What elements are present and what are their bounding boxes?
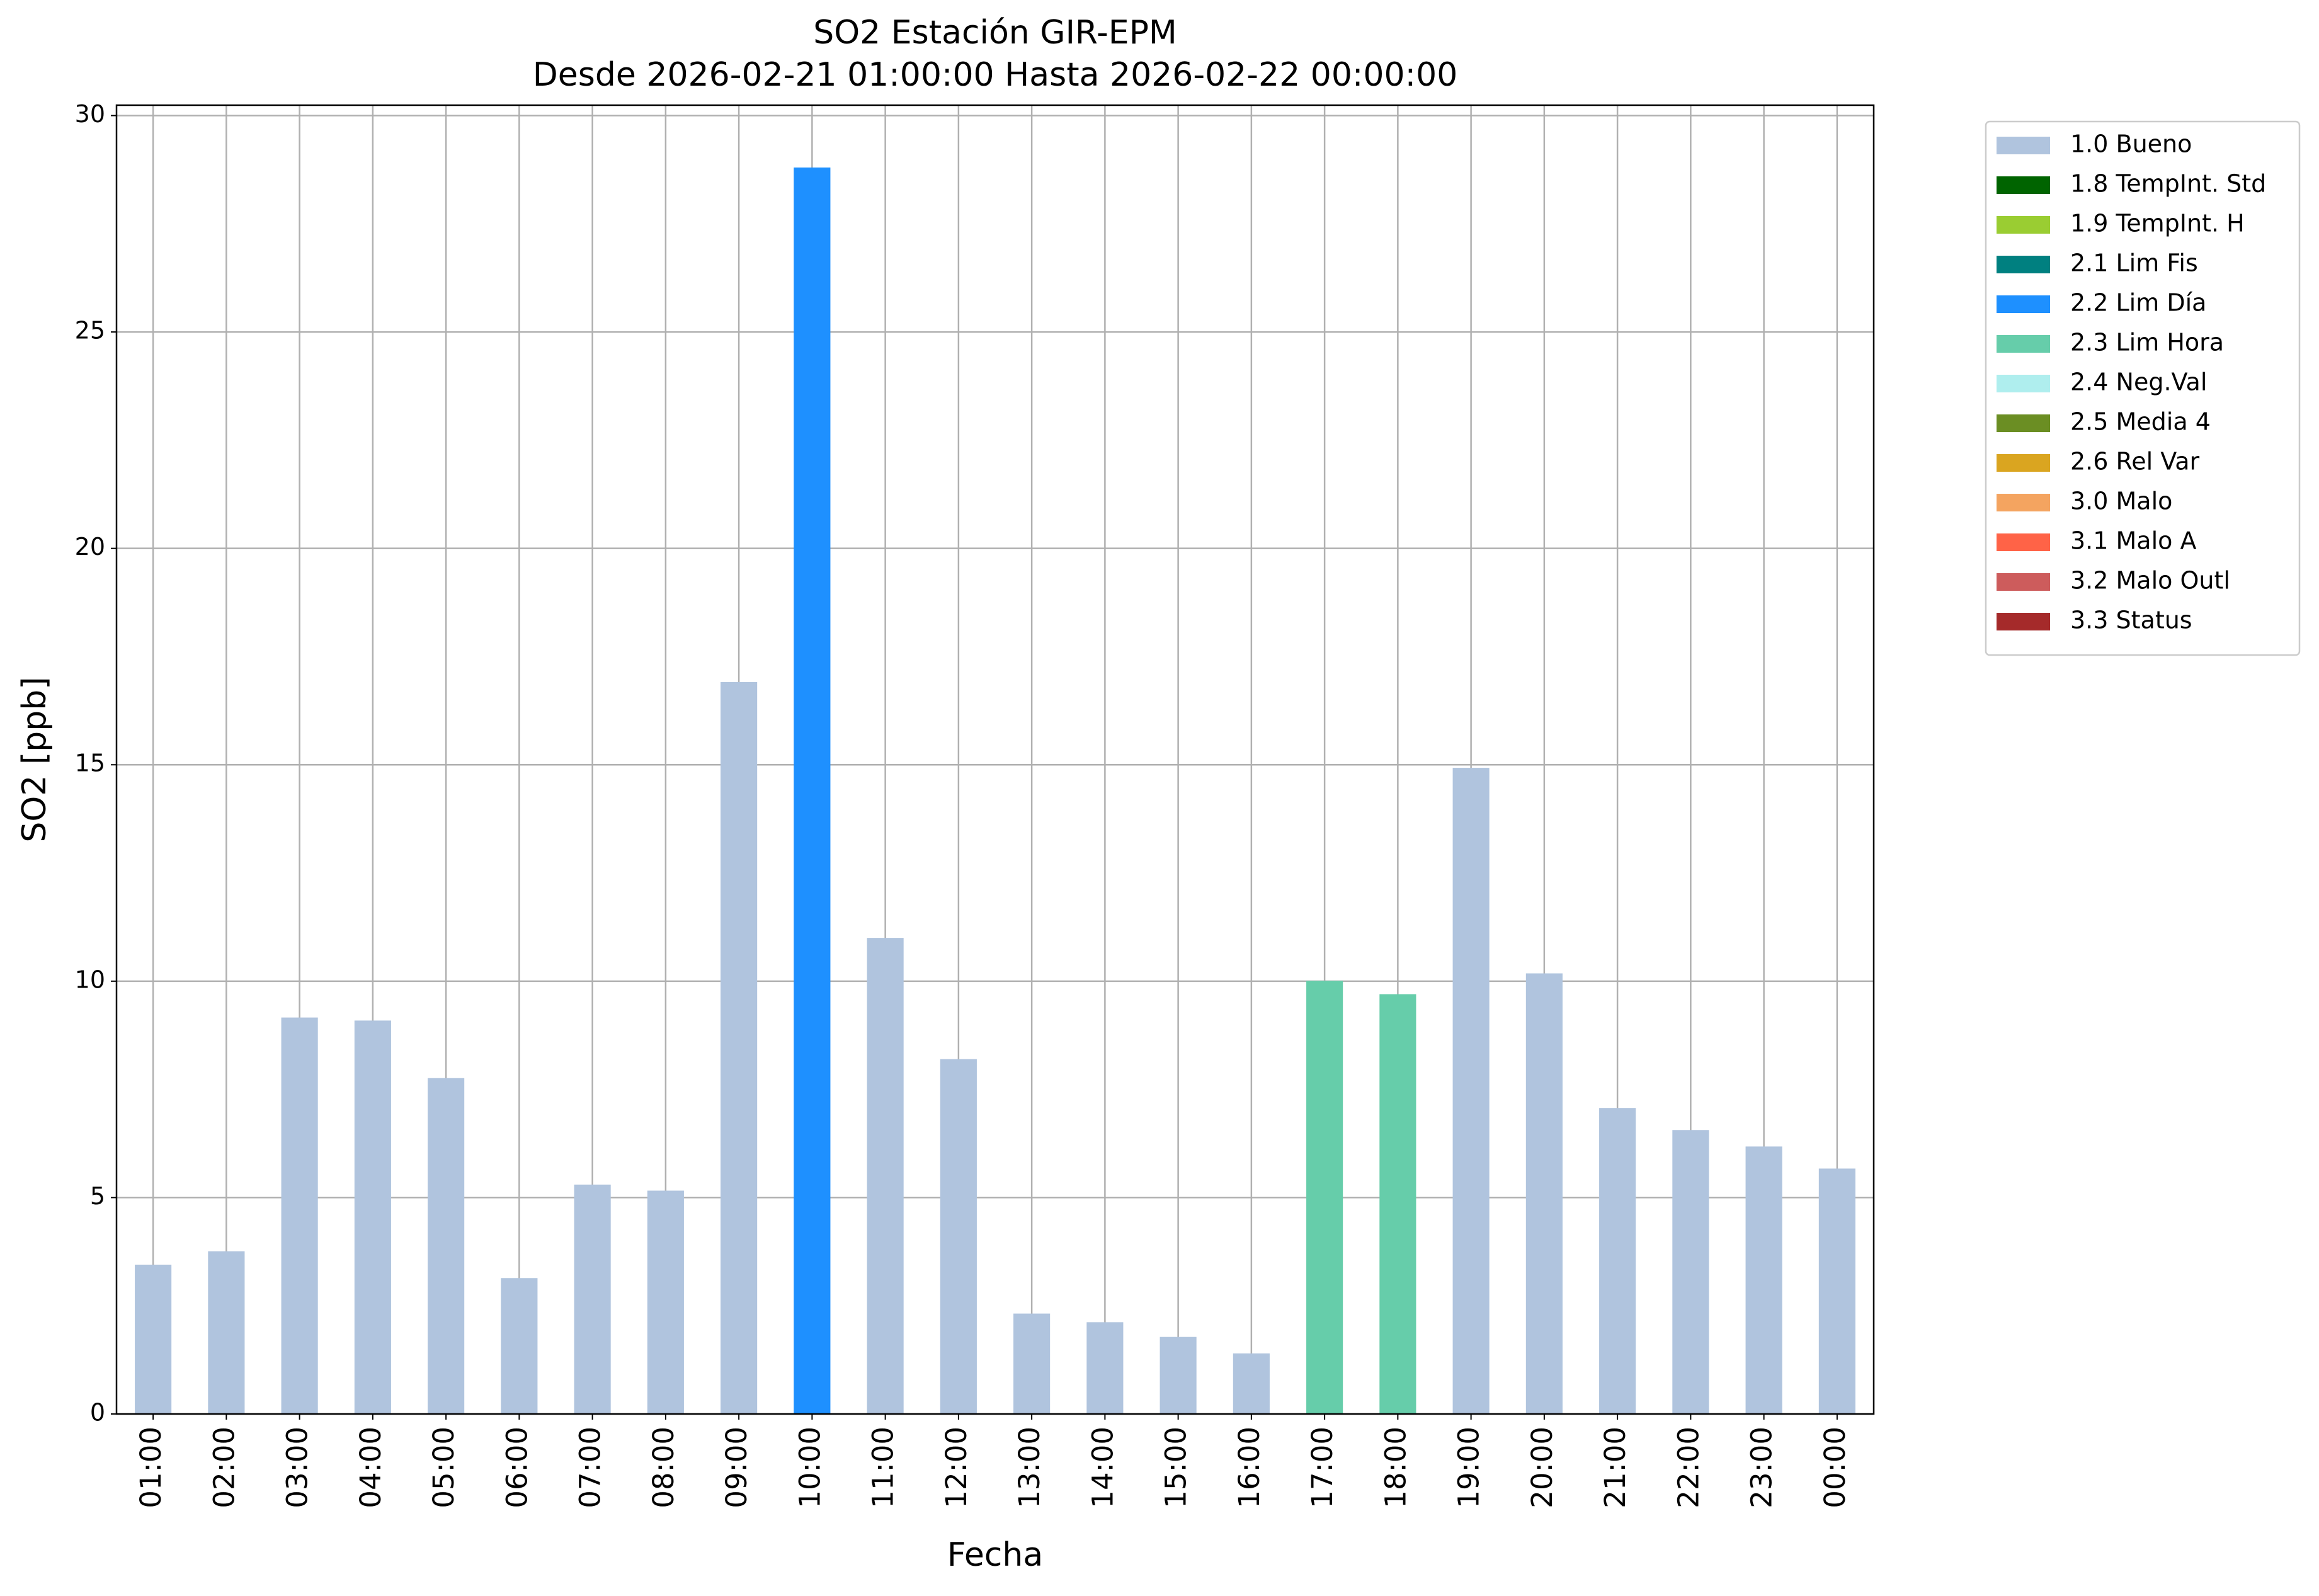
x-tick-label: 15:00 bbox=[1160, 1427, 1193, 1508]
legend-label: 2.5 Media 4 bbox=[2070, 408, 2211, 436]
x-tick-label: 16:00 bbox=[1233, 1427, 1266, 1508]
bar bbox=[867, 938, 904, 1414]
bar bbox=[1160, 1337, 1197, 1414]
legend-swatch bbox=[1997, 613, 2050, 630]
x-tick-label: 23:00 bbox=[1745, 1427, 1779, 1508]
legend-label: 2.3 Lim Hora bbox=[2070, 329, 2224, 356]
chart-title: SO2 Estación GIR-EPM bbox=[813, 14, 1177, 52]
x-tick-label: 00:00 bbox=[1818, 1427, 1852, 1508]
bar bbox=[940, 1059, 977, 1414]
bar bbox=[501, 1278, 538, 1414]
legend-label: 3.2 Malo Outl bbox=[2070, 567, 2230, 595]
y-tick-label: 0 bbox=[90, 1399, 105, 1427]
y-tick-label: 10 bbox=[75, 966, 105, 993]
x-tick-label: 03:00 bbox=[281, 1427, 314, 1508]
x-tick-label: 02:00 bbox=[207, 1427, 241, 1508]
bar bbox=[1452, 768, 1490, 1414]
y-tick-label: 20 bbox=[75, 533, 105, 561]
bar bbox=[794, 167, 831, 1414]
legend-swatch bbox=[1997, 414, 2050, 432]
x-tick-label: 19:00 bbox=[1452, 1427, 1486, 1508]
y-tick-label: 5 bbox=[90, 1182, 105, 1210]
legend-swatch bbox=[1997, 494, 2050, 511]
y-tick-label: 15 bbox=[75, 750, 105, 777]
legend-swatch bbox=[1997, 335, 2050, 353]
legend-label: 1.0 Bueno bbox=[2070, 130, 2192, 158]
x-tick-label: 18:00 bbox=[1379, 1427, 1412, 1508]
x-tick-label: 14:00 bbox=[1086, 1427, 1119, 1508]
legend-label: 2.6 Rel Var bbox=[2070, 448, 2200, 476]
legend-label: 1.9 TempInt. H bbox=[2070, 210, 2245, 237]
x-tick-label: 06:00 bbox=[500, 1427, 533, 1508]
legend-swatch bbox=[1997, 533, 2050, 551]
legend-swatch bbox=[1997, 454, 2050, 472]
x-tick-label: 11:00 bbox=[867, 1427, 900, 1508]
bar bbox=[1525, 973, 1563, 1414]
legend-swatch bbox=[1997, 295, 2050, 313]
x-tick-label: 21:00 bbox=[1598, 1427, 1632, 1508]
bar bbox=[721, 681, 758, 1414]
x-tick-label: 10:00 bbox=[793, 1427, 826, 1508]
bar bbox=[1818, 1168, 1855, 1414]
bar bbox=[1306, 981, 1343, 1414]
bar bbox=[1672, 1130, 1709, 1414]
x-tick-label: 08:00 bbox=[647, 1427, 680, 1508]
bar bbox=[281, 1017, 318, 1414]
bar bbox=[574, 1184, 611, 1414]
bar bbox=[1086, 1322, 1124, 1414]
legend-box bbox=[1985, 120, 2301, 656]
x-tick-label: 01:00 bbox=[134, 1427, 168, 1508]
legend-label: 3.3 Status bbox=[2070, 607, 2192, 634]
y-tick-label: 30 bbox=[75, 100, 105, 128]
bar bbox=[1379, 994, 1416, 1414]
x-tick-label: 05:00 bbox=[427, 1427, 460, 1508]
x-tick-label: 12:00 bbox=[940, 1427, 973, 1508]
legend-swatch bbox=[1997, 216, 2050, 234]
legend-swatch bbox=[1997, 137, 2050, 154]
y-axis-label: SO2 [ppb] bbox=[16, 676, 54, 842]
legend-label: 2.2 Lim Día bbox=[2070, 289, 2206, 317]
x-tick-label: 17:00 bbox=[1306, 1427, 1339, 1508]
bar bbox=[1745, 1146, 1782, 1414]
bar bbox=[208, 1251, 245, 1414]
bar bbox=[1233, 1353, 1270, 1414]
legend-label: 2.1 Lim Fis bbox=[2070, 249, 2198, 277]
bar bbox=[1013, 1313, 1051, 1414]
legend-label: 3.0 Malo bbox=[2070, 487, 2172, 515]
chart-subtitle: Desde 2026-02-21 01:00:00 Hasta 2026-02-… bbox=[533, 56, 1458, 94]
y-tick-label: 25 bbox=[75, 317, 105, 345]
x-tick-label: 13:00 bbox=[1013, 1427, 1046, 1508]
legend-swatch bbox=[1997, 573, 2050, 591]
legend-swatch bbox=[1997, 256, 2050, 273]
legend-label: 3.1 Malo A bbox=[2070, 527, 2196, 555]
legend-label: 2.4 Neg.Val bbox=[2070, 368, 2207, 396]
legend-swatch bbox=[1997, 375, 2050, 392]
x-tick-label: 04:00 bbox=[354, 1427, 387, 1508]
bar bbox=[1599, 1108, 1636, 1414]
x-tick-label: 22:00 bbox=[1672, 1427, 1705, 1508]
bar bbox=[135, 1264, 172, 1414]
legend-swatch bbox=[1997, 176, 2050, 194]
x-tick-label: 07:00 bbox=[574, 1427, 607, 1508]
bar bbox=[647, 1190, 684, 1414]
x-axis-label: Fecha bbox=[947, 1536, 1043, 1574]
x-tick-label: 09:00 bbox=[720, 1427, 753, 1508]
plot-frame bbox=[115, 104, 1875, 1415]
legend-label: 1.8 TempInt. Std bbox=[2070, 170, 2266, 198]
bar bbox=[354, 1020, 391, 1414]
bar bbox=[428, 1078, 465, 1414]
x-tick-label: 20:00 bbox=[1525, 1427, 1559, 1508]
